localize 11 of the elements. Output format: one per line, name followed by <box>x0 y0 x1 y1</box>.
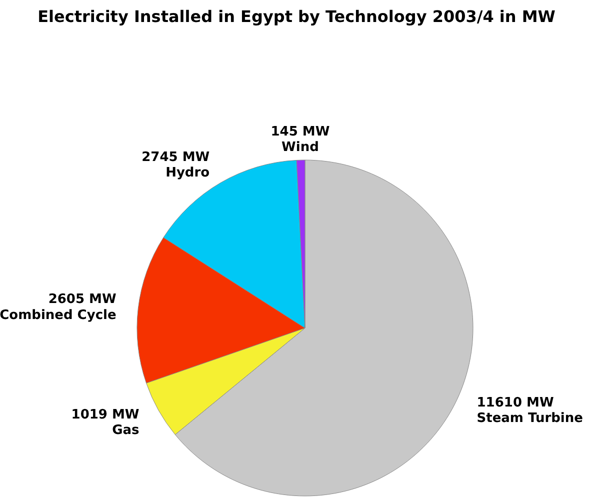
slice-label: Steam Turbine <box>476 411 584 426</box>
slice-label: Combined Cycle <box>0 308 116 323</box>
data-label: 2605 MW <box>48 292 116 308</box>
chart-title: Electricity Installed in Egypt by Technology 2003/4 in MW <box>38 7 556 26</box>
slice-label: Wind <box>282 140 319 156</box>
data-label: 11610 MW <box>476 396 554 411</box>
slice-label: Gas <box>112 422 140 438</box>
data-label: 2745 MW <box>142 150 210 166</box>
data-label: 1019 MW <box>71 407 140 422</box>
data-label: 145 MW <box>270 124 330 140</box>
slice-label: Hydro <box>166 166 210 181</box>
